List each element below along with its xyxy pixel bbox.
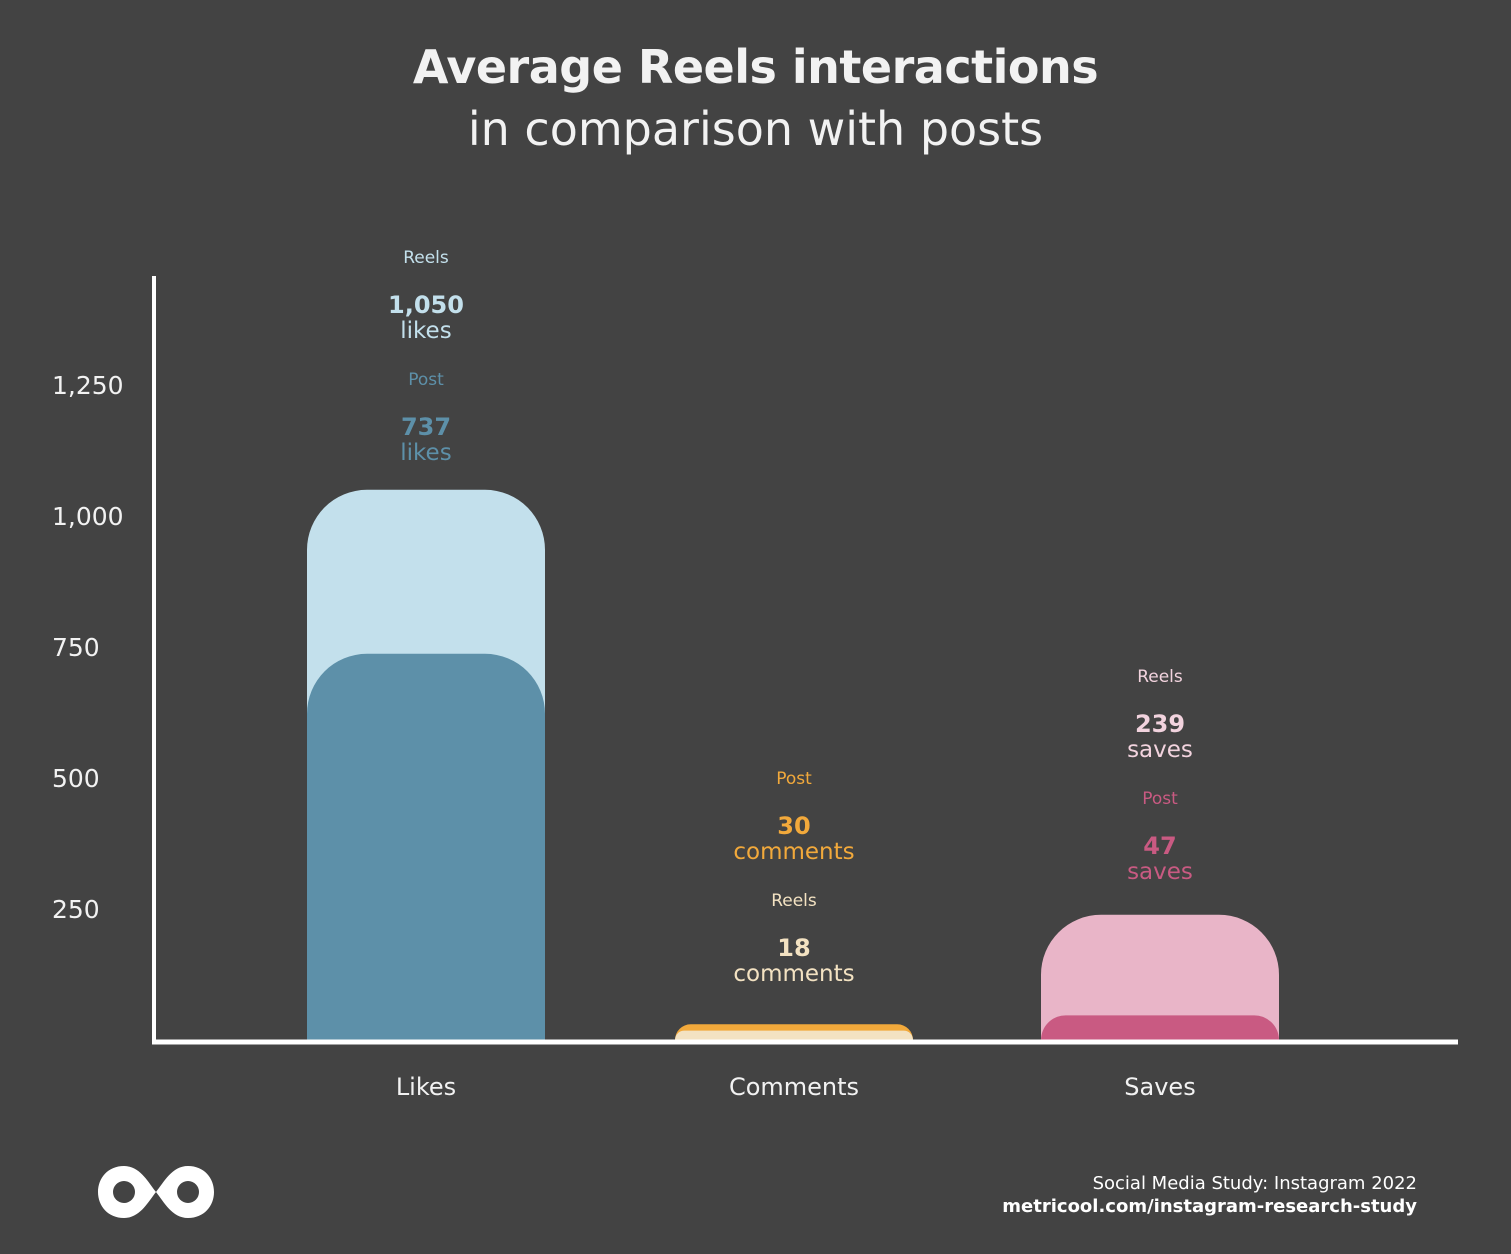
data-label-series: Reels <box>771 891 817 911</box>
y-tick-label: 250 <box>52 895 100 924</box>
bar-likes-post <box>307 653 545 1040</box>
x-category-label: Saves <box>1124 1073 1195 1101</box>
bar-comments-reels <box>675 1030 913 1040</box>
x-category-label: Comments <box>729 1073 859 1101</box>
chart-title: Average Reels interactions <box>412 40 1099 94</box>
footer-study-text: Social Media Study: Instagram 2022 <box>1092 1173 1417 1194</box>
data-label-value: 47 <box>1143 832 1176 860</box>
y-tick-label: 1,250 <box>52 371 124 400</box>
data-label-unit: likes <box>400 318 451 344</box>
footer-url-link[interactable]: metricool.com/instagram-research-study <box>1002 1196 1417 1217</box>
chart-subtitle: in comparison with posts <box>467 102 1044 156</box>
x-category-label: Likes <box>396 1073 456 1101</box>
data-label-series: Post <box>1142 789 1178 809</box>
data-label-series: Reels <box>403 248 449 268</box>
y-tick-label: 500 <box>52 764 100 793</box>
data-label-series: Post <box>408 370 444 390</box>
data-label-series: Post <box>776 769 812 789</box>
data-label-value: 737 <box>401 413 451 441</box>
metricool-infinity-logo-icon <box>98 1166 214 1218</box>
y-tick-label: 750 <box>52 633 100 662</box>
y-tick-label: 1,000 <box>52 502 124 531</box>
data-label-series: Reels <box>1137 667 1183 687</box>
bar-saves-post <box>1040 1015 1279 1040</box>
data-label-value: 30 <box>777 812 810 840</box>
data-label-unit: saves <box>1127 737 1193 763</box>
data-label-unit: comments <box>733 839 854 865</box>
bar-saves-reels <box>1041 914 1279 1040</box>
data-label-unit: comments <box>733 961 854 987</box>
data-label-value: 1,050 <box>388 291 464 319</box>
data-label-unit: saves <box>1127 859 1193 885</box>
data-label-value: 239 <box>1135 710 1185 738</box>
data-label-value: 18 <box>777 934 810 962</box>
data-label-unit: likes <box>400 440 451 466</box>
